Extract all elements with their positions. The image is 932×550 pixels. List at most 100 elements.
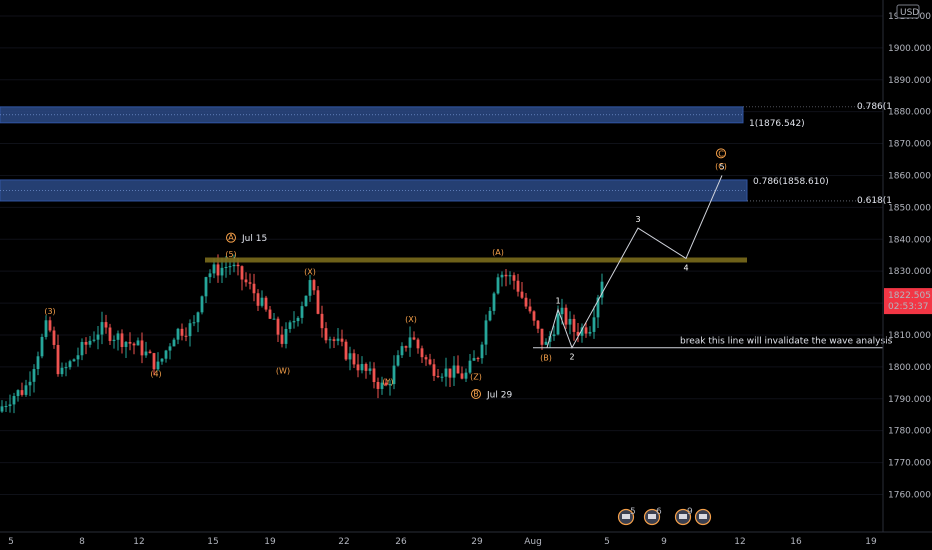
badge-count: 6 <box>656 507 662 517</box>
y-tick-label: 1870.000 <box>888 140 931 150</box>
candle <box>8 394 12 413</box>
candle <box>436 369 440 379</box>
candle-body <box>284 328 288 344</box>
badge-count: 5 <box>630 507 636 517</box>
candle-body <box>276 318 280 335</box>
candle-body <box>0 406 4 412</box>
x-axis: 5 8 12 15 19 22 26 29 Aug 5 9 12 16 19 <box>0 531 932 547</box>
candle-body <box>372 368 376 382</box>
candle-body <box>528 306 532 312</box>
candle <box>60 362 64 377</box>
candle-body <box>576 331 580 336</box>
candle-body <box>300 306 304 318</box>
candle-body <box>572 318 576 332</box>
candle-body <box>172 339 176 347</box>
candle-body <box>72 359 76 362</box>
candle-body <box>140 340 144 356</box>
circle-letter: B <box>473 389 479 398</box>
wave-label: (C) <box>715 162 727 171</box>
candle <box>376 377 380 399</box>
impulse-label: 5 <box>719 162 724 171</box>
event-badge <box>694 508 712 526</box>
candle-body <box>100 322 104 335</box>
candle-body <box>164 350 168 359</box>
candle <box>176 327 180 345</box>
candle <box>532 310 536 326</box>
candle-body <box>92 339 96 341</box>
candle-body <box>288 322 292 329</box>
candle-body <box>184 335 188 337</box>
candle <box>100 311 104 345</box>
candle <box>268 306 272 320</box>
candle <box>352 349 356 369</box>
circle-text: C <box>718 149 724 158</box>
date-text: Jul 15 <box>241 234 267 244</box>
x-tick-label: 9 <box>661 537 667 547</box>
candle-body <box>240 266 244 280</box>
projection-path <box>546 175 723 349</box>
candle-body <box>212 264 216 274</box>
candle <box>204 276 208 304</box>
candle <box>172 337 176 347</box>
candle <box>136 337 140 346</box>
candle-body <box>204 277 208 297</box>
lines: break this line will invalidate the wave… <box>205 175 893 349</box>
x-tick-label: 5 <box>604 537 610 547</box>
candle-body <box>200 296 204 313</box>
candle-body <box>296 317 300 322</box>
candle <box>464 368 468 382</box>
candle-body <box>376 381 380 389</box>
candle <box>288 320 292 333</box>
candle <box>516 273 520 297</box>
candle <box>408 326 412 357</box>
candle-body <box>544 341 548 345</box>
candle-body <box>136 340 140 346</box>
y-tick-label: 1770.000 <box>888 459 931 469</box>
event-badge: 6 <box>643 507 662 526</box>
candle <box>360 356 364 374</box>
candle-body <box>84 342 88 345</box>
candle <box>580 323 584 343</box>
candle-body <box>600 281 604 298</box>
candle-body <box>12 396 16 405</box>
candle <box>308 274 312 302</box>
candle-body <box>236 264 240 267</box>
candle-body <box>44 320 48 337</box>
date-annotation: A Jul 15 <box>226 232 267 244</box>
candle-body <box>224 266 228 268</box>
zone-rect <box>0 179 748 202</box>
wave-label: (4) <box>150 369 161 378</box>
candle <box>404 345 408 352</box>
candle-body <box>408 337 412 348</box>
candle-body <box>80 342 84 356</box>
candle-body <box>264 297 268 310</box>
flag-icon <box>699 514 707 519</box>
candle <box>328 336 332 349</box>
candle-body <box>180 328 184 336</box>
candle-body <box>216 264 220 276</box>
candle <box>52 326 56 349</box>
candle-body <box>112 339 116 341</box>
candle-body <box>436 375 440 377</box>
candle <box>528 298 532 314</box>
candle <box>56 334 60 377</box>
candle-body <box>160 358 164 362</box>
candle-body <box>272 318 276 320</box>
candle-body <box>412 337 416 340</box>
candle <box>88 335 92 348</box>
zone-label: 0.618(1 <box>857 196 892 206</box>
candle <box>300 301 304 324</box>
candle <box>456 355 460 374</box>
candle <box>272 312 276 320</box>
candle <box>152 352 156 376</box>
event-badge: 5 <box>617 507 636 526</box>
candle <box>128 332 132 351</box>
resistance-line <box>205 257 747 263</box>
candle-body <box>404 346 408 348</box>
candle <box>324 322 328 344</box>
candle-body <box>480 344 484 359</box>
candle <box>32 364 36 393</box>
candle-body <box>308 280 312 296</box>
candle-body <box>460 373 464 379</box>
